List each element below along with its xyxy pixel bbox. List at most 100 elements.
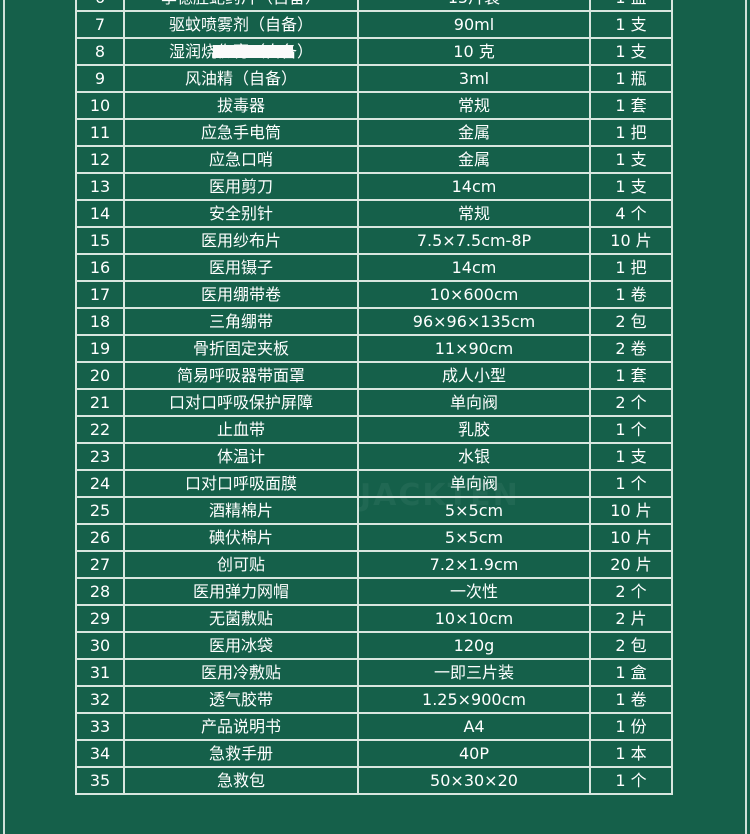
cell-spec: 10×600cm <box>357 280 591 309</box>
cell-spec: 常规 <box>357 91 591 120</box>
cell-no: 21 <box>75 388 125 417</box>
cell-spec: 10×10cm <box>357 604 591 633</box>
cell-qty: 1 个 <box>589 469 673 498</box>
cell-name: 季德胜蛇药片（自备） <box>123 0 359 12</box>
cell-spec: 金属 <box>357 145 591 174</box>
cell-qty: 1 支 <box>589 10 673 39</box>
cell-qty: 4 个 <box>589 199 673 228</box>
cell-name: 骨折固定夹板 <box>123 334 359 363</box>
cell-qty: 2 个 <box>589 577 673 606</box>
cell-spec: 90ml <box>357 10 591 39</box>
table-row: 26 碘伏棉片 5×5cm 10 片 <box>75 523 673 552</box>
cell-qty: 1 把 <box>589 253 673 282</box>
cell-qty: 1 套 <box>589 91 673 120</box>
cell-spec: 3ml <box>357 64 591 93</box>
cell-name: 医用弹力网帽 <box>123 577 359 606</box>
cell-qty: 1 份 <box>589 712 673 741</box>
cell-qty: 2 个 <box>589 388 673 417</box>
cell-no: 14 <box>75 199 125 228</box>
cell-qty: 1 瓶 <box>589 64 673 93</box>
cell-name: 应急口哨 <box>123 145 359 174</box>
cell-no: 15 <box>75 226 125 255</box>
cell-qty: 1 盒 <box>589 0 673 12</box>
table-row: 27 创可贴 7.2×1.9cm 20 片 <box>75 550 673 579</box>
cell-spec: 5×5cm <box>357 523 591 552</box>
cell-name: 口对口呼吸面膜 <box>123 469 359 498</box>
cell-qty: 10 片 <box>589 226 673 255</box>
cell-qty: 1 套 <box>589 361 673 390</box>
cell-no: 12 <box>75 145 125 174</box>
cell-name: 医用冷敷贴 <box>123 658 359 687</box>
table-row: 23 体温计 水银 1 支 <box>75 442 673 471</box>
cell-name: 急救包 <box>123 766 359 795</box>
cell-spec: 常规 <box>357 199 591 228</box>
cell-spec: 96×96×135cm <box>357 307 591 336</box>
table-row: 8湿润烧伤膏（自备）10 克1 支 <box>75 37 673 66</box>
table-row: 21 口对口呼吸保护屏障 单向阀 2 个 <box>75 388 673 417</box>
cell-no: 18 <box>75 307 125 336</box>
table-row: 15 医用纱布片 7.5×7.5cm-8P 10 片 <box>75 226 673 255</box>
cell-name: 口对口呼吸保护屏障 <box>123 388 359 417</box>
table-row: 31 医用冷敷贴 一即三片装 1 盒 <box>75 658 673 687</box>
table-row: 16 医用镊子 14cm 1 把 <box>75 253 673 282</box>
table-row: 7 驱蚊喷雾剂（自备） 90ml 1 支 <box>75 10 673 39</box>
cell-name: 止血带 <box>123 415 359 444</box>
cell-name: 简易呼吸器带面罩 <box>123 361 359 390</box>
cell-name: 医用冰袋 <box>123 631 359 660</box>
cell-qty: 1 把 <box>589 118 673 147</box>
left-border-line <box>3 0 5 834</box>
cell-qty: 20 片 <box>589 550 673 579</box>
cell-no: 6 <box>75 0 125 12</box>
cell-spec: 14cm <box>357 253 591 282</box>
table-row: 14 安全别针 常规 4 个 <box>75 199 673 228</box>
cell-qty: 2 包 <box>589 307 673 336</box>
cell-no: 29 <box>75 604 125 633</box>
table-row: 11 应急手电筒 金属 1 把 <box>75 118 673 147</box>
cell-spec: 11×90cm <box>357 334 591 363</box>
cell-spec: 单向阀 <box>357 469 591 498</box>
cell-spec: 50×30×20 <box>357 766 591 795</box>
cell-name: 碘伏棉片 <box>123 523 359 552</box>
cell-spec: 金属 <box>357 118 591 147</box>
cell-qty: 1 支 <box>589 37 673 66</box>
cell-qty: 1 本 <box>589 739 673 768</box>
cell-qty: 1 个 <box>589 415 673 444</box>
cell-no: 26 <box>75 523 125 552</box>
cell-spec: 一即三片装 <box>357 658 591 687</box>
cell-no: 28 <box>75 577 125 606</box>
cell-spec: A4 <box>357 712 591 741</box>
cell-spec: 14cm <box>357 172 591 201</box>
cell-qty: 1 卷 <box>589 280 673 309</box>
cell-name: 医用绷带卷 <box>123 280 359 309</box>
cell-no: 34 <box>75 739 125 768</box>
cell-name: 酒精棉片 <box>123 496 359 525</box>
table-row: 19 骨折固定夹板 11×90cm 2 卷 <box>75 334 673 363</box>
cell-qty: 1 盒 <box>589 658 673 687</box>
table-row: 22 止血带 乳胶 1 个 <box>75 415 673 444</box>
cell-spec: 单向阀 <box>357 388 591 417</box>
table-row: 13 医用剪刀 14cm 1 支 <box>75 172 673 201</box>
cell-no: 23 <box>75 442 125 471</box>
cell-no: 20 <box>75 361 125 390</box>
cell-spec: 一次性 <box>357 577 591 606</box>
right-border-line <box>745 0 747 834</box>
cell-spec: 成人小型 <box>357 361 591 390</box>
cell-qty: 1 支 <box>589 145 673 174</box>
cell-name: 产品说明书 <box>123 712 359 741</box>
cell-name: 透气胶带 <box>123 685 359 714</box>
cell-no: 24 <box>75 469 125 498</box>
cell-qty: 10 片 <box>589 523 673 552</box>
redaction-mark <box>213 45 293 58</box>
table-row: 18 三角绷带 96×96×135cm 2 包 <box>75 307 673 336</box>
cell-name: 三角绷带 <box>123 307 359 336</box>
cell-no: 30 <box>75 631 125 660</box>
table-row: 28 医用弹力网帽 一次性 2 个 <box>75 577 673 606</box>
table-row: 6季德胜蛇药片（自备）15片装1 盒 <box>75 0 673 12</box>
cell-name: 急救手册 <box>123 739 359 768</box>
cell-spec: 120g <box>357 631 591 660</box>
cell-name: 无菌敷贴 <box>123 604 359 633</box>
cell-name: 医用纱布片 <box>123 226 359 255</box>
cell-name: 体温计 <box>123 442 359 471</box>
cell-spec: 乳胶 <box>357 415 591 444</box>
cell-no: 11 <box>75 118 125 147</box>
